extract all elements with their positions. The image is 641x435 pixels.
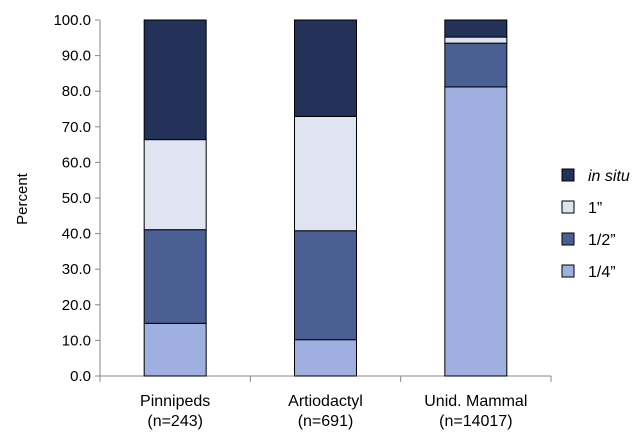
y-tick-label: 0.0 (70, 368, 91, 385)
x-axis: Pinnipeds (n=243) Artiodactyl (n=691) Unid. … (99, 375, 552, 430)
legend-swatch (561, 200, 575, 214)
bar-segment (444, 19, 508, 38)
bar-segment (444, 36, 508, 44)
bar-segment (294, 115, 357, 232)
legend-label: 1/4” (588, 264, 616, 281)
y-tick-label: 90.0 (62, 48, 91, 65)
y-tick-label: 80.0 (62, 83, 91, 100)
y-axis: 0.0 10.0 20.0 30.0 40.0 50.0 60.0 70.0 80.0 90.0 1… (53, 12, 101, 385)
legend-label: 1” (588, 200, 602, 217)
bar-segment (294, 19, 357, 117)
legend-label: 1/2” (588, 232, 616, 249)
x-category-label: Unid. Mammal (424, 393, 527, 410)
legend-swatch (561, 264, 575, 278)
bar-stack (294, 19, 357, 377)
x-category-n-label: (n=14017) (439, 413, 512, 430)
legend-label: in situ (588, 168, 630, 185)
legend-item: 1/4” (561, 264, 616, 281)
bar-segment (294, 230, 357, 341)
x-category-label: Pinnipeds (140, 393, 210, 410)
x-category-n-label: (n=243) (147, 413, 203, 430)
bar-segment (143, 139, 207, 231)
y-tick-label: 50.0 (62, 190, 91, 207)
bar-stack (444, 19, 508, 377)
bar-segment (143, 322, 207, 377)
x-category-n-label: (n=691) (298, 413, 354, 430)
y-tick-label: 60.0 (62, 154, 91, 171)
bar-segment (444, 86, 508, 377)
bar-segment (143, 19, 207, 141)
bar-segment (143, 229, 207, 324)
y-tick-label: 70.0 (62, 119, 91, 136)
legend-swatch (561, 232, 575, 246)
y-tick-label: 40.0 (62, 226, 91, 243)
y-axis-title: Percent (14, 172, 31, 225)
bar-segment (294, 339, 357, 377)
legend-item: in situ (561, 168, 630, 185)
legend: in situ 1” 1/2” 1/4” (561, 168, 630, 281)
y-tick-label: 10.0 (62, 332, 91, 349)
bar-segment (444, 42, 508, 88)
y-tick-label: 30.0 (62, 261, 91, 278)
bar-stack (143, 19, 207, 377)
x-category-label: Artiodactyl (288, 393, 363, 410)
bar-stacks (143, 19, 508, 377)
legend-item: 1” (561, 200, 602, 217)
legend-swatch (561, 168, 575, 182)
y-tick-label: 100.0 (53, 12, 91, 29)
legend-item: 1/2” (561, 232, 616, 249)
y-tick-label: 20.0 (62, 297, 91, 314)
